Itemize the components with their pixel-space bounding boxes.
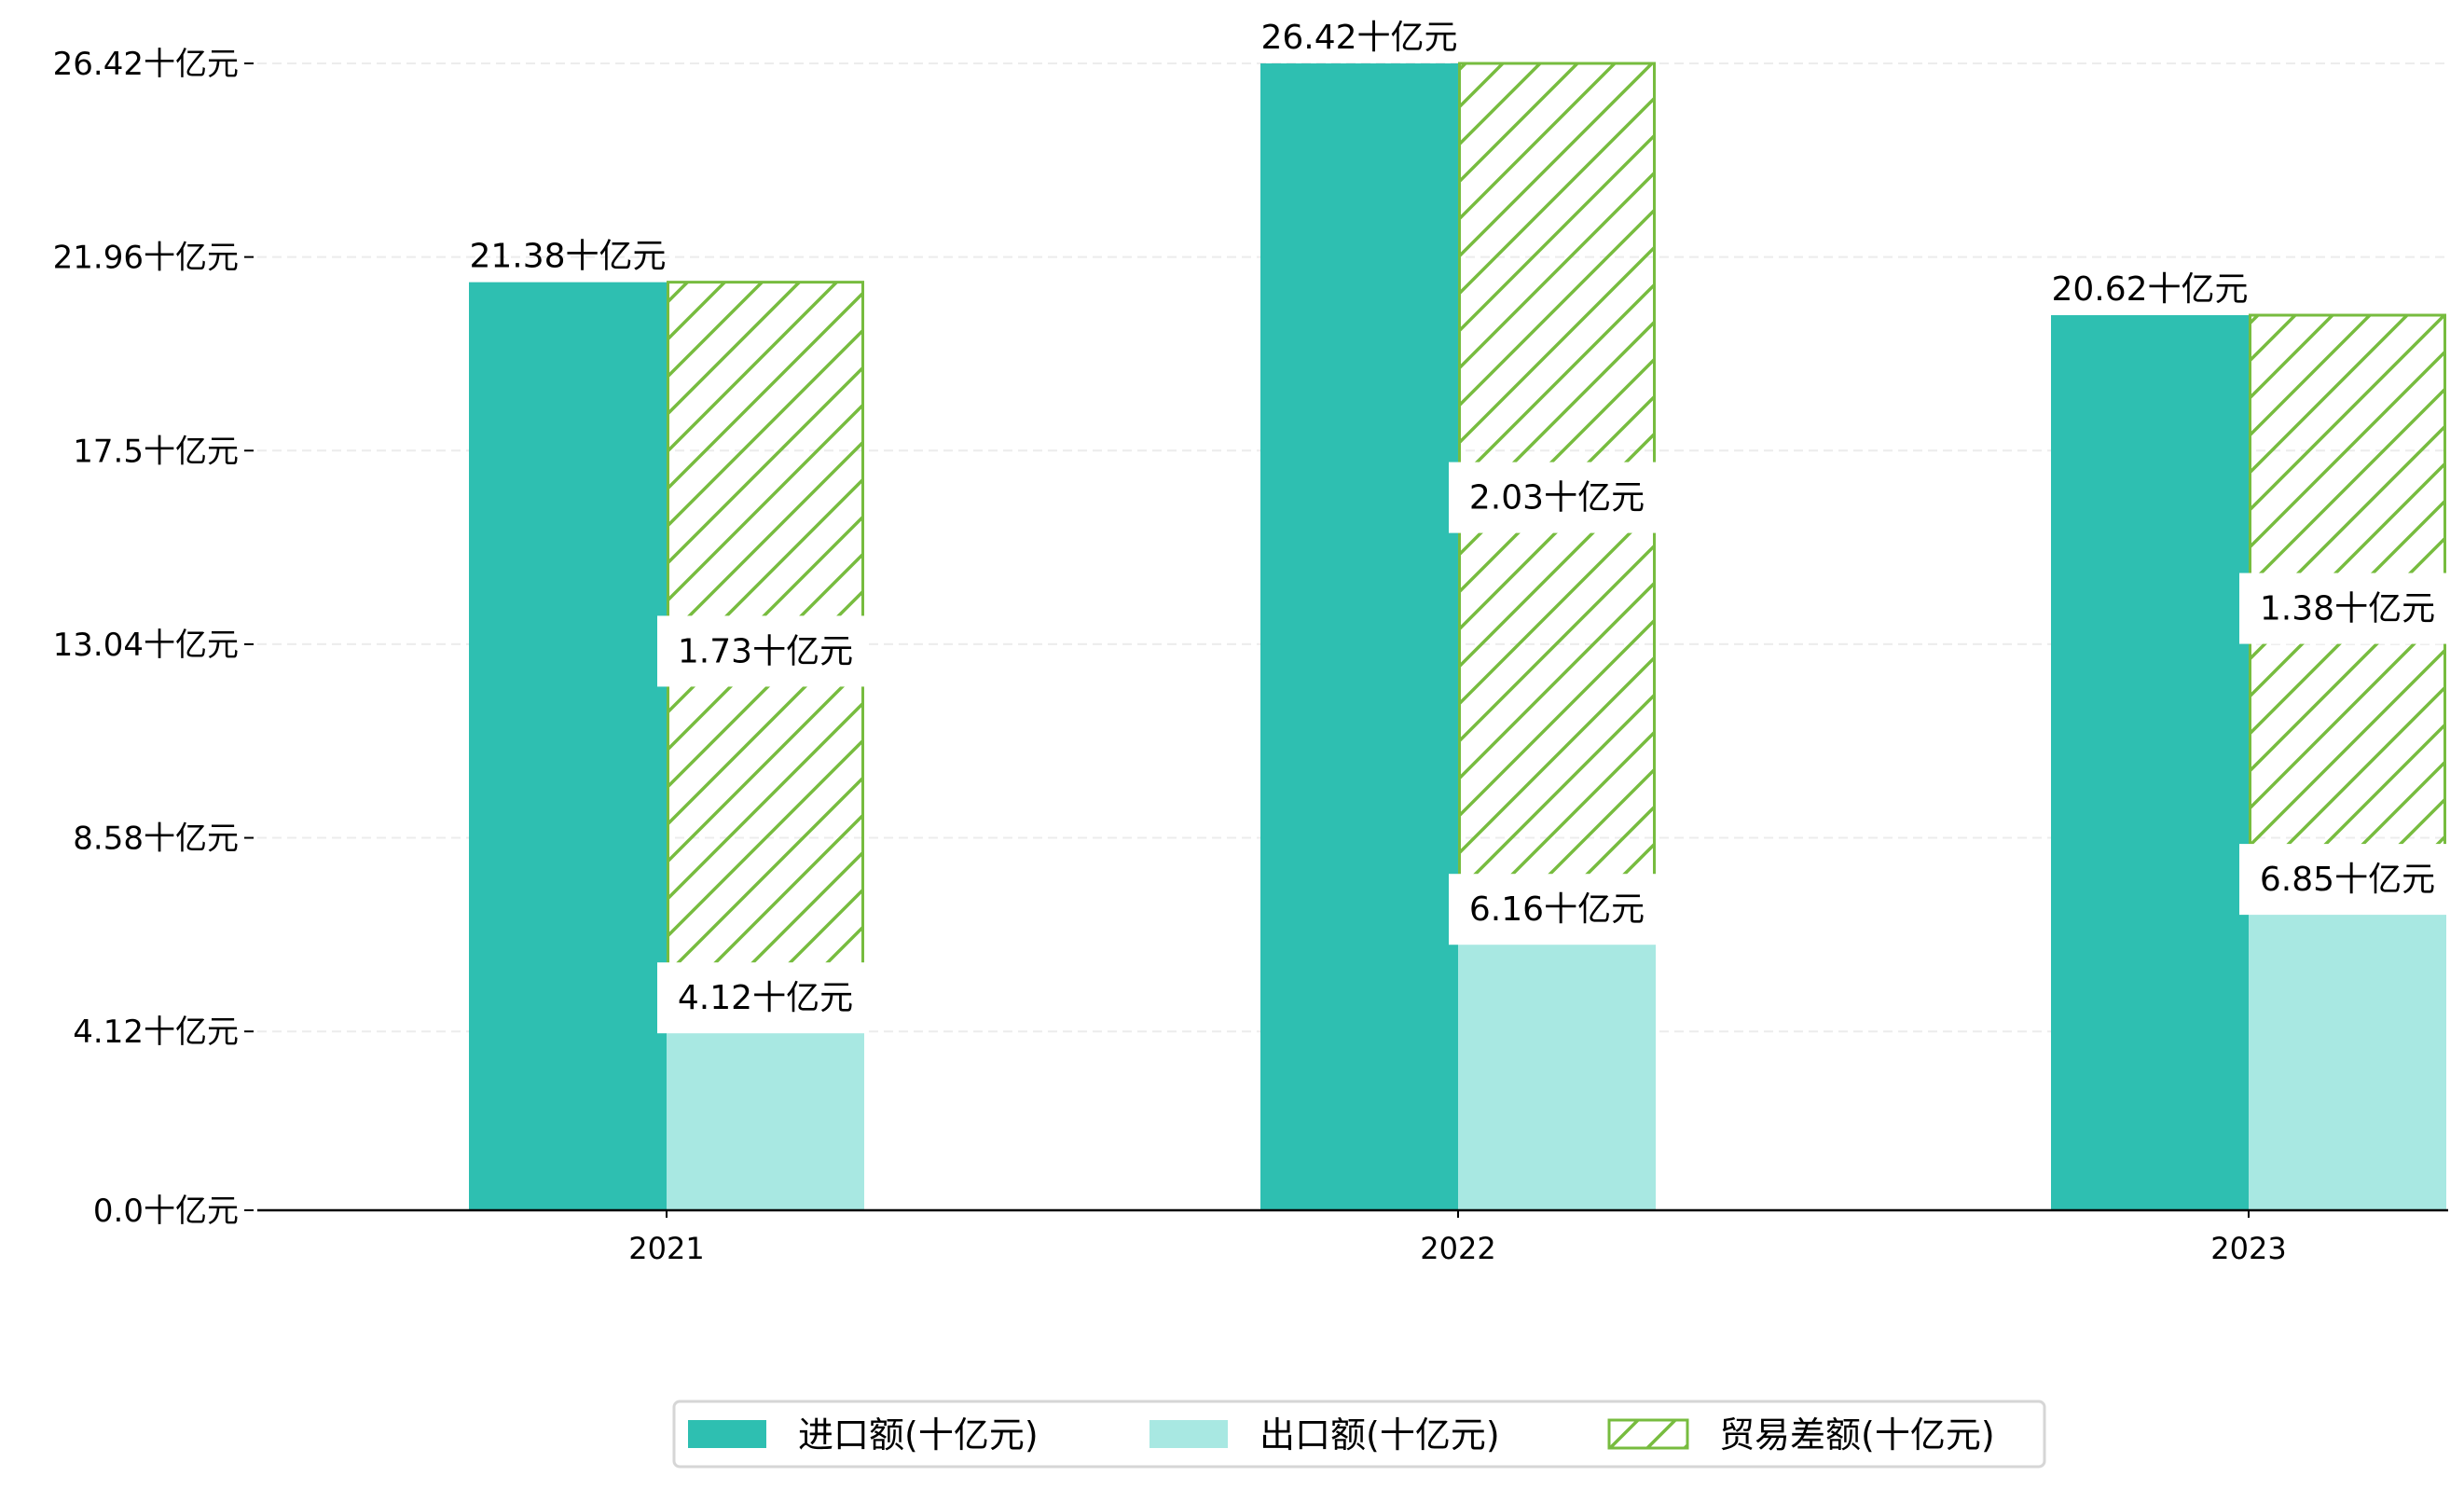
data-label-background (1449, 462, 1658, 533)
bar-export-2023 (2249, 913, 2446, 1210)
x-axis: 2021 2022 2023 (257, 1208, 2448, 1266)
data-label-export: 4.12十亿元 (678, 979, 853, 1017)
data-labels: 21.38十亿元 4.12十亿元 1.73十亿元 26.42十亿元 6.16十亿元 2.0… (469, 19, 2448, 1034)
y-axis: 0.0十亿元 4.12十亿元 8.58十亿元 13.04十亿元 17.5十亿元 21.96… (53, 46, 254, 1230)
y-tick-label: 26.42十亿元 (53, 46, 239, 83)
x-tick-label: 2022 (1420, 1231, 1495, 1266)
legend-label-2: 贸易差额(十亿元) (1719, 1414, 1995, 1456)
data-label-import: 21.38十亿元 (469, 238, 666, 276)
bar-import-2022 (1260, 63, 1458, 1210)
data-label-import: 20.62十亿元 (2051, 270, 2248, 309)
legend: 进口额(十亿元) 出口额(十亿元) 贸易差额(十亿元) (672, 1400, 2046, 1469)
y-tick-label: 21.96十亿元 (53, 240, 239, 277)
data-label-trade-balance: 2.03十亿元 (1469, 479, 1645, 517)
bar-export-2022 (1458, 943, 1656, 1210)
data-label-background (1449, 874, 1658, 945)
x-tick-label: 2023 (2210, 1231, 2286, 1266)
bar-import-2023 (2051, 315, 2249, 1210)
data-label-background (2239, 844, 2448, 916)
data-label-background (657, 962, 866, 1034)
data-label-import: 26.42十亿元 (1260, 19, 1457, 57)
bar-import-2021 (469, 282, 667, 1211)
data-label-export: 6.16十亿元 (1469, 890, 1645, 929)
legend-swatch-0 (688, 1420, 766, 1448)
legend-swatch-1 (1149, 1420, 1228, 1448)
y-tick-label: 13.04十亿元 (53, 627, 239, 664)
y-tick-label: 8.58十亿元 (73, 821, 239, 858)
data-label-trade-balance: 1.73十亿元 (678, 632, 853, 670)
y-tick-label: 4.12十亿元 (73, 1014, 239, 1051)
x-tick-label: 2021 (628, 1231, 704, 1266)
data-label-trade-balance: 1.38十亿元 (2260, 590, 2435, 628)
data-label-background (2239, 573, 2448, 644)
legend-label-0: 进口额(十亿元) (798, 1414, 1039, 1456)
data-label-export: 6.85十亿元 (2260, 861, 2435, 899)
legend-box (672, 1400, 2046, 1469)
data-label-background (657, 615, 866, 687)
legend-swatch-2 (1607, 1418, 1689, 1450)
legend-label-1: 出口额(十亿元) (1260, 1414, 1500, 1456)
y-tick-label: 0.0十亿元 (93, 1193, 239, 1230)
y-tick-label: 17.5十亿元 (73, 433, 239, 470)
bar-export-2021 (667, 1031, 864, 1210)
